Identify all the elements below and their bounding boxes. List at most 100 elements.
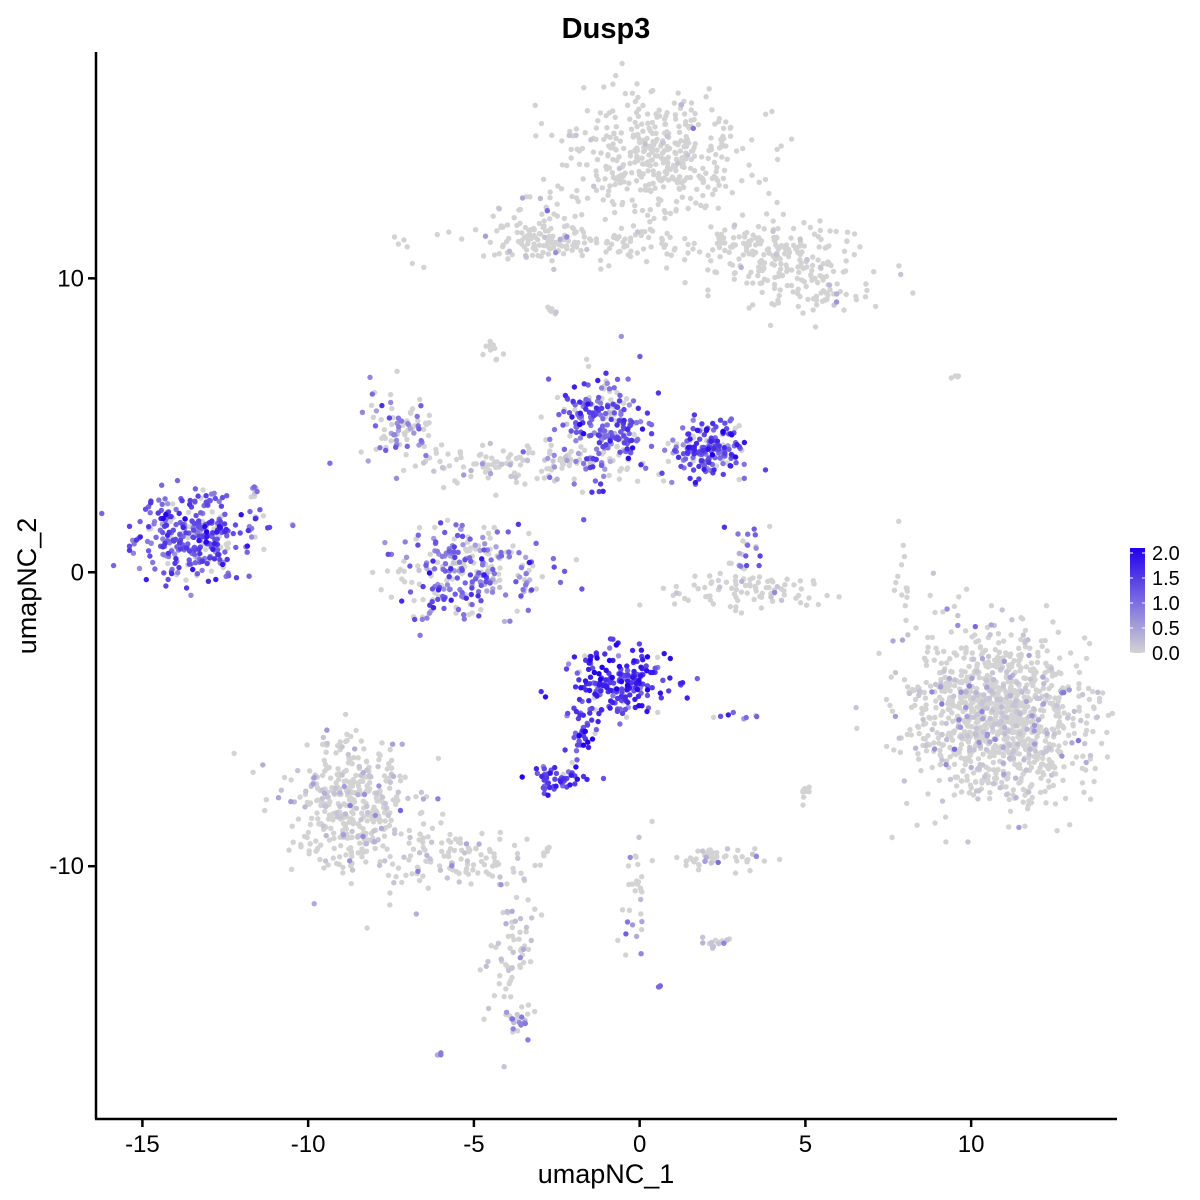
cell-point bbox=[520, 586, 526, 593]
cell-point bbox=[278, 787, 284, 793]
cell-point bbox=[925, 791, 931, 797]
cell-point bbox=[715, 577, 722, 584]
cell-point bbox=[168, 513, 174, 520]
cell-point bbox=[1021, 741, 1027, 747]
cell-point bbox=[400, 422, 406, 429]
cell-point bbox=[596, 488, 602, 495]
cell-point bbox=[717, 584, 723, 590]
cell-point bbox=[469, 601, 475, 608]
cell-point bbox=[915, 751, 921, 757]
cell-point bbox=[514, 1028, 521, 1034]
cell-point bbox=[732, 854, 739, 860]
cell-point bbox=[610, 699, 616, 706]
cell-point bbox=[1012, 775, 1019, 781]
cell-point bbox=[736, 256, 742, 262]
cell-point bbox=[372, 423, 379, 429]
cell-point bbox=[500, 448, 506, 454]
cell-point bbox=[509, 1016, 516, 1022]
cell-point bbox=[191, 551, 197, 557]
cell-point bbox=[290, 839, 296, 845]
cell-point bbox=[745, 531, 751, 537]
cell-point bbox=[654, 147, 660, 153]
cell-point bbox=[675, 454, 682, 460]
cell-point bbox=[722, 227, 728, 233]
cell-point bbox=[791, 582, 797, 588]
cell-point bbox=[809, 277, 815, 283]
cell-point bbox=[626, 881, 632, 888]
cell-point bbox=[602, 410, 609, 417]
cell-point bbox=[403, 554, 410, 560]
cell-point bbox=[942, 674, 948, 681]
cell-point bbox=[638, 462, 644, 468]
cell-point bbox=[712, 937, 719, 943]
cell-point bbox=[304, 834, 310, 841]
cell-point bbox=[638, 664, 644, 670]
cell-point bbox=[788, 282, 795, 289]
cell-point bbox=[455, 839, 462, 845]
cell-point bbox=[377, 752, 383, 758]
cell-point bbox=[192, 498, 198, 504]
cell-point bbox=[789, 267, 795, 273]
cell-point bbox=[690, 125, 696, 131]
cell-point bbox=[187, 501, 193, 508]
cell-point bbox=[338, 814, 344, 820]
cell-point bbox=[715, 859, 721, 866]
cell-point bbox=[774, 156, 781, 163]
cell-point bbox=[658, 197, 664, 203]
cell-point bbox=[514, 1011, 520, 1018]
cell-point bbox=[940, 609, 946, 615]
cell-point bbox=[1043, 660, 1049, 666]
cell-point bbox=[580, 431, 587, 437]
cell-point bbox=[896, 263, 902, 269]
cell-point bbox=[203, 529, 210, 535]
cell-point bbox=[674, 854, 680, 861]
cell-point bbox=[461, 612, 467, 618]
cell-point bbox=[871, 269, 877, 275]
cell-point bbox=[593, 136, 599, 142]
cell-point bbox=[635, 157, 641, 164]
cell-point bbox=[553, 770, 560, 777]
cell-point bbox=[170, 501, 176, 507]
cell-point bbox=[603, 370, 609, 376]
cell-point bbox=[732, 270, 738, 276]
cell-point bbox=[1006, 719, 1012, 725]
cell-point bbox=[735, 847, 741, 853]
cell-point bbox=[1013, 698, 1019, 704]
cell-point bbox=[393, 801, 399, 808]
cell-point bbox=[902, 603, 908, 609]
cell-point bbox=[1061, 710, 1067, 716]
cell-point bbox=[395, 789, 401, 795]
cell-point bbox=[795, 286, 801, 292]
cell-point bbox=[596, 440, 603, 446]
cell-point bbox=[635, 693, 642, 699]
cell-point bbox=[634, 250, 640, 256]
cell-point bbox=[773, 251, 780, 258]
cell-point bbox=[948, 668, 954, 675]
cell-point bbox=[352, 746, 358, 752]
cell-point bbox=[971, 747, 977, 753]
cell-point bbox=[800, 789, 806, 795]
cell-point bbox=[507, 618, 513, 624]
cell-point bbox=[430, 558, 436, 564]
cell-point bbox=[1029, 782, 1035, 788]
cell-point bbox=[740, 145, 746, 152]
cell-point bbox=[1054, 828, 1060, 834]
cell-point bbox=[487, 440, 493, 447]
cell-point bbox=[626, 430, 632, 437]
cell-point bbox=[929, 634, 935, 640]
x-tick-label: -15 bbox=[125, 1131, 160, 1158]
cell-point bbox=[559, 138, 565, 144]
cell-point bbox=[730, 709, 736, 716]
cell-point bbox=[677, 148, 684, 154]
cell-point bbox=[366, 773, 373, 779]
cell-point bbox=[336, 854, 343, 860]
cell-point bbox=[517, 220, 523, 226]
cell-point bbox=[958, 778, 965, 784]
cell-point bbox=[597, 481, 604, 487]
cell-point bbox=[426, 412, 433, 418]
cell-point bbox=[244, 549, 250, 555]
cell-point bbox=[475, 589, 482, 595]
cell-point bbox=[447, 831, 453, 838]
cell-point bbox=[649, 685, 655, 691]
cell-point bbox=[1015, 764, 1021, 771]
